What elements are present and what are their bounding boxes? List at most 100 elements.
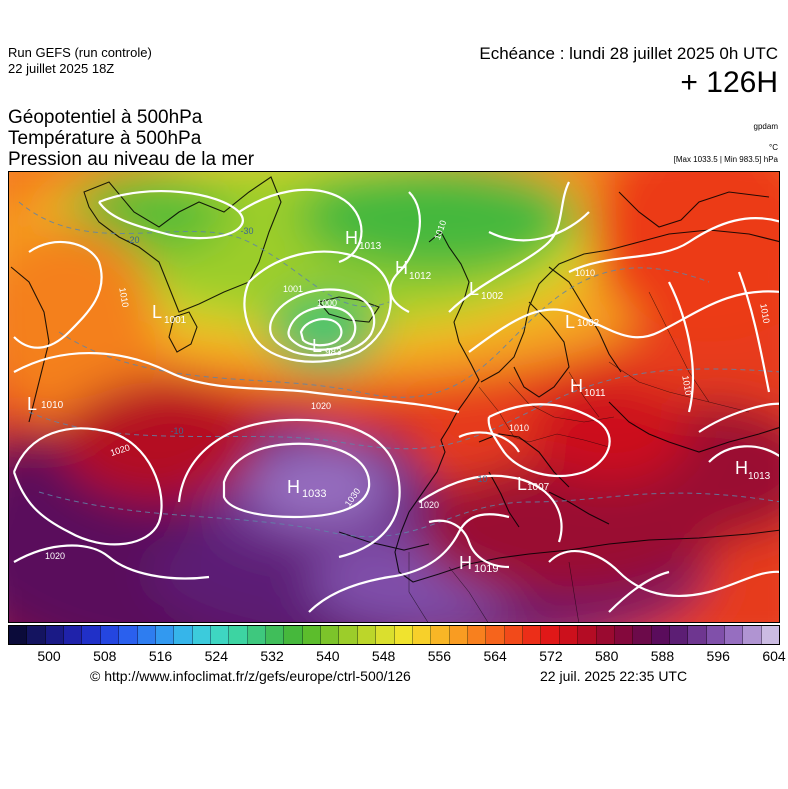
forecast-horizon: + 126H (680, 66, 778, 99)
svg-text:983: 983 (325, 347, 342, 358)
color-scale-cell (431, 626, 450, 644)
color-scale-tick-label: 580 (595, 648, 619, 664)
color-scale-tick-label: 596 (706, 648, 730, 664)
svg-text:L: L (517, 474, 527, 494)
color-scale-labels: 500 508 516 524 532 540 548 556 564 572 580 588 596 6… (8, 648, 785, 666)
color-scale-cell (541, 626, 560, 644)
color-scale-tick-label: 556 (427, 648, 452, 664)
color-scale-cell (688, 626, 707, 644)
isobar-label: 1010 (575, 268, 595, 278)
run-label: Run GEFS (run controle) (8, 45, 152, 60)
title-geopotential: Géopotentiel à 500hPa (8, 107, 203, 128)
generation-time: 22 juil. 2025 22:35 UTC (540, 668, 688, 684)
color-scale-tick-label: 564 (483, 648, 507, 664)
color-scale-cell (266, 626, 285, 644)
color-scale-cell (706, 626, 726, 644)
source-url: © http://www.infoclimat.fr/z/gefs/europe… (90, 668, 411, 684)
high-center: H 1012 (395, 258, 432, 282)
color-scale-cell (614, 626, 634, 644)
run-date: 22 juillet 2025 18Z (8, 61, 115, 76)
color-scale-tick-label: 548 (371, 648, 396, 664)
svg-text:H: H (570, 376, 583, 396)
svg-text:L: L (565, 312, 575, 332)
svg-text:H: H (395, 258, 408, 278)
temperature-label: -20 (126, 235, 139, 245)
high-center: H 1019 (459, 553, 498, 575)
color-scale-cell (486, 626, 505, 644)
svg-text:L: L (469, 279, 479, 299)
low-center: L 1002 (469, 279, 504, 302)
title-pressure: Pression au niveau de la mer (8, 149, 255, 170)
title-temperature: Température à 500hPa (8, 128, 202, 149)
svg-text:1013: 1013 (748, 471, 771, 482)
svg-text:1002: 1002 (577, 318, 600, 329)
color-scale-cell (669, 626, 689, 644)
svg-text:L: L (27, 394, 37, 414)
isobar-label: 1020 (311, 401, 331, 411)
svg-text:L: L (152, 302, 162, 322)
weather-map: 1010 1000 1020 1020 1030 1020 1020 1010 … (8, 171, 780, 623)
color-scale-cell (596, 626, 615, 644)
unit-temperature: °C (769, 143, 778, 152)
temperature-label: -10 (474, 474, 487, 484)
color-scale-cell (302, 626, 322, 644)
color-scale-tick-label: 588 (650, 648, 675, 664)
svg-text:1001: 1001 (164, 315, 187, 326)
temperature-isotherms (18, 201, 779, 538)
color-scale-cell (467, 626, 487, 644)
color-scale-cell (27, 626, 46, 644)
color-scale-tick-label: 500 (37, 648, 61, 664)
isobar-label: 1000 (317, 298, 337, 308)
svg-text:H: H (459, 553, 472, 573)
svg-text:1012: 1012 (409, 271, 432, 282)
color-scale-tick-label: 540 (316, 648, 340, 664)
low-center: L 1002 (565, 312, 600, 332)
svg-text:1033: 1033 (302, 488, 326, 500)
high-center: H 1013 (735, 458, 771, 482)
isobars (12, 181, 779, 613)
color-scale-cell (210, 626, 230, 644)
color-scale-cell (578, 626, 597, 644)
color-scale-tick-label: 532 (260, 648, 284, 664)
svg-text:1019: 1019 (474, 563, 498, 575)
color-scale-cell (357, 626, 377, 644)
isobar-label: 1010 (758, 303, 771, 324)
color-scale-cell (247, 626, 267, 644)
color-scale-cell (523, 626, 542, 644)
isobar-label: 1010 (509, 423, 529, 433)
color-scale-cell (376, 626, 395, 644)
color-scale-cell (100, 626, 120, 644)
svg-text:1013: 1013 (359, 241, 382, 252)
svg-text:1002: 1002 (481, 291, 504, 302)
color-scale-cell (449, 626, 468, 644)
temperature-labels: -20 -30 -10 -10 (126, 226, 487, 484)
color-scale-cell (412, 626, 432, 644)
color-scale-cell (45, 626, 65, 644)
color-scale-tick-label: 572 (539, 648, 563, 664)
pressure-centers: H 1013 H 1012 L 1002 L 1001 L 983 L 1002 L 1010… (27, 228, 771, 575)
low-center: L 983 (312, 336, 342, 358)
low-center: L 1001 (152, 302, 187, 326)
color-scale-cell (137, 626, 156, 644)
svg-text:1011: 1011 (584, 388, 606, 399)
isobar-label: 1010 (680, 375, 693, 396)
color-scale-cell (761, 626, 780, 644)
color-scale-cell (155, 626, 175, 644)
svg-text:H: H (735, 458, 748, 478)
color-scale-cell (119, 626, 138, 644)
svg-text:L: L (312, 336, 322, 356)
borders (408, 291, 750, 622)
color-scale-cell (339, 626, 358, 644)
high-center: H 1013 (345, 228, 382, 252)
isobar-label: 1020 (45, 551, 65, 561)
color-scale-cell (743, 626, 762, 644)
svg-text:H: H (287, 477, 300, 497)
high-center: H 1011 (570, 376, 606, 399)
color-scale-tick-label: 604 (762, 648, 786, 664)
unit-geopotential: gpdam (753, 122, 778, 131)
color-scale-cell (321, 626, 340, 644)
color-scale-cell (284, 626, 303, 644)
color-scale-cell (174, 626, 193, 644)
color-scale-tick-label: 508 (93, 648, 117, 664)
color-scale-tick-label: 524 (204, 648, 228, 664)
